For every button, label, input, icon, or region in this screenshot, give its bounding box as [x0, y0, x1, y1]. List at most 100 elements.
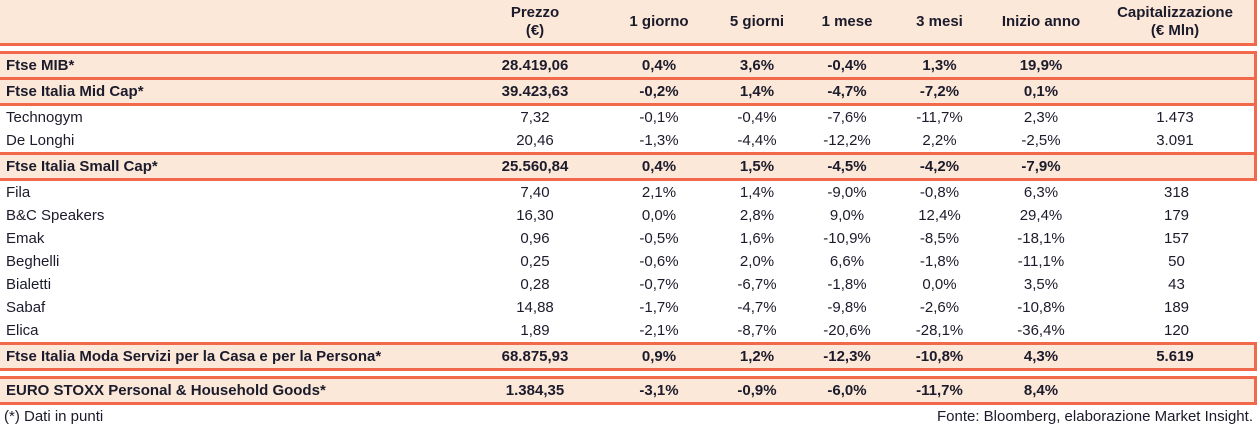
- header-inizio-anno: Inizio anno: [1001, 12, 1081, 30]
- cell-cap: 189: [1163, 298, 1190, 316]
- cell-m3: 0,0%: [922, 275, 957, 293]
- cell-anno: 4,3%: [1023, 347, 1059, 365]
- cell-g1: -2,1%: [639, 321, 679, 339]
- cell-prezzo: 25.560,84: [501, 157, 569, 175]
- cell-cap: 43: [1168, 275, 1185, 293]
- cell-cap: 5.619: [1156, 347, 1194, 365]
- cell-anno: -36,4%: [1017, 321, 1065, 339]
- cell-g5: -0,4%: [737, 108, 777, 126]
- cell-anno: -18,1%: [1017, 229, 1065, 247]
- cell-anno: -7,9%: [1021, 157, 1061, 175]
- cell-cap: 318: [1163, 183, 1190, 201]
- row-label: Ftse Italia Small Cap*: [6, 157, 158, 175]
- table-header-row: Prezzo (€) 1 giorno 5 giorni 1 mese 3 me…: [0, 0, 1257, 46]
- cell-prezzo: 1,89: [520, 321, 550, 339]
- table-body: Ftse MIB* 28.419,06 0,4% 3,6% -0,4% 1,3% 19,9%…: [0, 51, 1257, 405]
- cell-anno: 6,3%: [1023, 183, 1059, 201]
- cell-m1: -9,0%: [827, 183, 867, 201]
- cell-m1: -20,6%: [823, 321, 871, 339]
- header-capitalizzazione: Capitalizzazione (€ Mln): [1096, 4, 1254, 39]
- cell-g5: 2,8%: [739, 206, 775, 224]
- table-row-beghelli: Beghelli 0,25 -0,6% 2,0% 6,6% -1,8% -11,1% 50: [0, 250, 1257, 273]
- row-label: Technogym: [6, 108, 83, 126]
- cell-m1: 9,0%: [829, 206, 865, 224]
- header-cap-unit: (€ Mln): [1150, 21, 1200, 39]
- cell-prezzo: 1.384,35: [505, 381, 565, 399]
- cell-g1: 0,0%: [641, 206, 677, 224]
- cell-anno: 19,9%: [1019, 56, 1063, 74]
- cell-m1: -9,8%: [827, 298, 867, 316]
- cell-g1: 0,4%: [641, 56, 677, 74]
- cell-m3: -0,8%: [919, 183, 960, 201]
- cell-prezzo: 16,30: [516, 206, 554, 224]
- cell-cap: 50: [1168, 252, 1185, 270]
- cell-prezzo: 14,88: [516, 298, 554, 316]
- cell-prezzo: 0,28: [520, 275, 550, 293]
- cell-g1: -3,1%: [639, 381, 679, 399]
- row-label: Beghelli: [6, 252, 60, 270]
- header-5-giorni: 5 giorni: [729, 12, 785, 30]
- table-row-technogym: Technogym 7,32 -0,1% -0,4% -7,6% -11,7% 2,3% 1.…: [0, 106, 1257, 129]
- row-label: Ftse Italia Mid Cap*: [6, 82, 144, 100]
- table-row-ftse-italia-small-cap: Ftse Italia Small Cap* 25.560,84 0,4% 1,5% -…: [0, 155, 1257, 181]
- table-row-bc-speakers: B&C Speakers 16,30 0,0% 2,8% 9,0% 12,4% 29,4% 1…: [0, 204, 1257, 227]
- header-3-mesi: 3 mesi: [916, 12, 963, 30]
- cell-cap: 1.473: [1156, 108, 1194, 126]
- cell-g5: -4,4%: [737, 131, 777, 149]
- row-label: Sabaf: [6, 298, 46, 316]
- cell-g5: 1,6%: [739, 229, 775, 247]
- cell-cap: 157: [1163, 229, 1190, 247]
- cell-g5: 1,5%: [739, 157, 775, 175]
- table-row-bialetti: Bialetti 0,28 -0,7% -6,7% -1,8% 0,0% 3,5% 43: [0, 273, 1257, 296]
- cell-prezzo: 0,96: [520, 229, 550, 247]
- cell-anno: -11,1%: [1017, 252, 1065, 270]
- footnote-text: (*) Dati in punti: [4, 408, 104, 425]
- cell-g5: 1,2%: [739, 347, 775, 365]
- cell-m3: -8,5%: [919, 229, 960, 247]
- row-label: B&C Speakers: [6, 206, 105, 224]
- cell-m3: -7,2%: [919, 82, 960, 100]
- table-row-elica: Elica 1,89 -2,1% -8,7% -20,6% -28,1% -36,4% 120: [0, 319, 1257, 345]
- cell-m3: 12,4%: [918, 206, 961, 224]
- row-label: Emak: [6, 229, 45, 247]
- header-1-giorno: 1 giorno: [629, 12, 689, 30]
- cell-g1: -1,7%: [639, 298, 679, 316]
- row-label: Ftse Italia Moda Servizi per la Casa e p…: [6, 347, 382, 365]
- cell-m3: 2,2%: [922, 131, 957, 149]
- cell-g1: -0,7%: [639, 275, 679, 293]
- cell-g5: 1,4%: [739, 82, 775, 100]
- cell-g5: -8,7%: [737, 321, 777, 339]
- cell-g1: 0,9%: [641, 347, 677, 365]
- cell-prezzo: 7,32: [520, 108, 550, 126]
- cell-anno: 0,1%: [1023, 82, 1059, 100]
- cell-m3: -10,8%: [915, 347, 964, 365]
- cell-anno: 3,5%: [1023, 275, 1059, 293]
- header-cap-label: Capitalizzazione: [1117, 4, 1233, 22]
- cell-g1: 2,1%: [641, 183, 677, 201]
- header-1-mese: 1 mese: [821, 12, 873, 30]
- table-row-ftse-italia-moda: Ftse Italia Moda Servizi per la Casa e p…: [0, 345, 1257, 371]
- cell-m3: -4,2%: [919, 157, 960, 175]
- cell-m3: -1,8%: [919, 252, 960, 270]
- cell-m1: -0,4%: [827, 56, 867, 74]
- cell-g5: 1,4%: [739, 183, 775, 201]
- cell-anno: 2,3%: [1023, 108, 1059, 126]
- table-row-de-longhi: De Longhi 20,46 -1,3% -4,4% -12,2% 2,2% -2,5% 3…: [0, 129, 1257, 155]
- row-label: Elica: [6, 321, 39, 339]
- table-row-fila: Fila 7,40 2,1% 1,4% -9,0% -0,8% 6,3% 318: [0, 181, 1257, 204]
- cell-g5: 2,0%: [739, 252, 775, 270]
- header-prezzo-label: Prezzo: [510, 4, 560, 22]
- row-label: Ftse MIB*: [6, 56, 75, 74]
- table-footer: (*) Dati in punti Fonte: Bloomberg, elab…: [0, 405, 1257, 428]
- cell-g5: -0,9%: [737, 381, 777, 399]
- cell-m1: -12,3%: [823, 347, 871, 365]
- table-row-ftse-italia-mid-cap: Ftse Italia Mid Cap* 39.423,63 -0,2% 1,4% -4…: [0, 80, 1257, 106]
- cell-cap: 179: [1163, 206, 1190, 224]
- table-row-sabaf: Sabaf 14,88 -1,7% -4,7% -9,8% -2,6% -10,8% 189: [0, 296, 1257, 319]
- row-label: Bialetti: [6, 275, 52, 293]
- cell-anno: 29,4%: [1019, 206, 1063, 224]
- cell-m3: 1,3%: [922, 56, 957, 74]
- cell-prezzo: 39.423,63: [501, 82, 569, 100]
- cell-prezzo: 20,46: [516, 131, 554, 149]
